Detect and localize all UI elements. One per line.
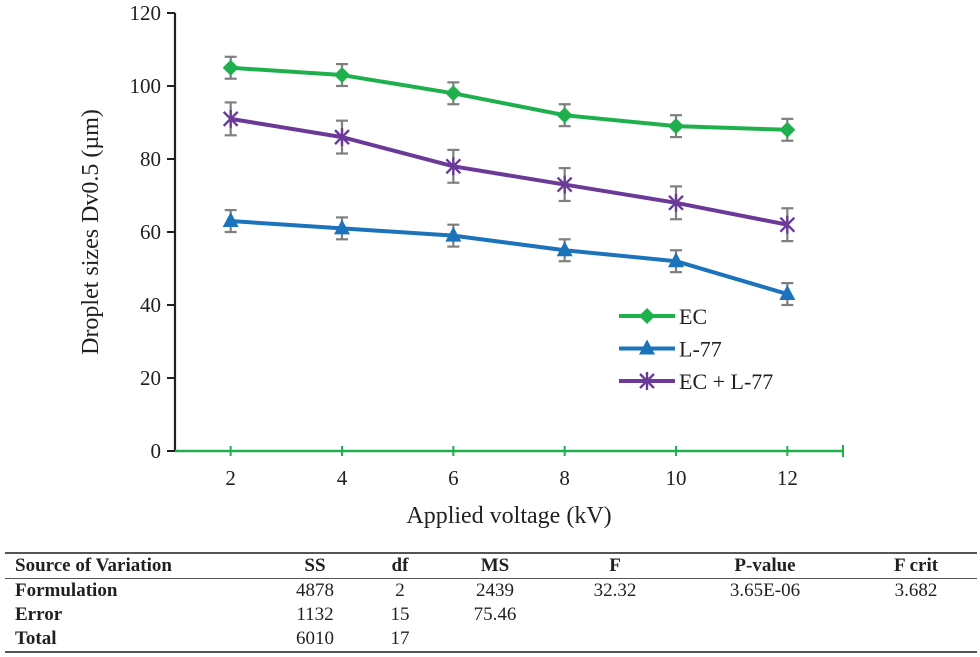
- cell-f: [555, 627, 675, 652]
- triangle-marker: [445, 226, 462, 242]
- cell-ms: 2439: [476, 580, 514, 601]
- cell-ss: 1132: [296, 604, 334, 625]
- anova-table: Source of Variation SS df MS F P-value F…: [5, 552, 977, 653]
- triangle-marker: [334, 219, 350, 235]
- header-df: df: [365, 553, 435, 579]
- x-tick-label: 2: [225, 466, 236, 490]
- diamond-marker: [334, 67, 350, 84]
- legend-label: EC + L-77: [679, 369, 773, 394]
- triangle-marker: [639, 339, 655, 355]
- series-line: [230, 65, 788, 132]
- cell-f: [555, 603, 675, 627]
- cell-df: 17: [390, 628, 410, 649]
- y-axis: 0 20 40 60 80 100 120: [130, 1, 177, 463]
- cell-df: 15: [390, 604, 410, 625]
- legend-item: L-77: [619, 337, 722, 362]
- x-tick-label: 12: [777, 466, 798, 490]
- triangle-marker: [222, 212, 239, 228]
- y-tick-label: 100: [130, 74, 162, 98]
- series-line: [230, 116, 788, 227]
- y-tick-label: 80: [140, 147, 161, 171]
- header-source: Source of Variation: [5, 553, 265, 579]
- table-row: Formulation 4878 2 2439 32.32 3.65E-06 3…: [5, 579, 977, 604]
- table-row: Error 1132 15 75.46: [5, 603, 977, 627]
- y-tick-label: 20: [140, 366, 161, 390]
- diamond-marker: [668, 118, 684, 135]
- cell-source: Formulation: [15, 580, 118, 601]
- cell-f-crit: [855, 603, 977, 627]
- x-axis: 2 4 6 8 10 12: [175, 445, 844, 490]
- cell-df: 2: [395, 580, 405, 601]
- diamond-marker: [445, 85, 462, 102]
- y-tick-label: 40: [140, 293, 161, 317]
- cell-f: 32.32: [593, 580, 637, 601]
- series-l-77: [222, 209, 796, 307]
- x-tick-label: 8: [559, 466, 570, 490]
- triangle-marker: [779, 285, 796, 301]
- header-p-value: P-value: [675, 553, 855, 579]
- legend-label: EC: [679, 304, 707, 329]
- cell-ms: [435, 627, 555, 652]
- anova-header-row: Source of Variation SS df MS F P-value F…: [5, 553, 977, 579]
- y-tick-label: 60: [140, 220, 161, 244]
- series-line: [230, 219, 788, 296]
- y-axis-title: Droplet sizes Dv0.5 (µm): [78, 109, 104, 355]
- asterisk-marker: [779, 215, 796, 234]
- cell-ss: 4878: [296, 580, 334, 601]
- asterisk-marker: [222, 109, 239, 128]
- y-tick-label: 120: [130, 1, 162, 25]
- cell-f-crit: [855, 627, 977, 652]
- series-ec: [222, 55, 796, 142]
- table-row: Total 6010 17: [5, 627, 977, 652]
- line-chart: 0 20 40 60 80 100 120 2 4 6 8 10 12 Droplet sizes D…: [78, 1, 844, 529]
- cell-source: Error: [15, 604, 63, 625]
- asterisk-marker: [639, 372, 655, 390]
- header-ss: SS: [265, 553, 365, 579]
- diamond-marker: [556, 107, 573, 124]
- asterisk-marker: [334, 128, 350, 147]
- legend: EC L-77 EC + L-77: [619, 304, 773, 394]
- legend-item: EC + L-77: [619, 369, 773, 394]
- header-ms: MS: [435, 553, 555, 579]
- cell-p-value: 3.65E-06: [729, 580, 801, 601]
- cell-f-crit: 3.682: [894, 580, 938, 601]
- header-f-crit: F crit: [855, 553, 977, 579]
- x-tick-label: 10: [666, 466, 687, 490]
- diamond-marker: [222, 59, 239, 76]
- cell-p-value: [675, 603, 855, 627]
- cell-ss: 6010: [296, 628, 334, 649]
- cell-ms: 75.46: [473, 604, 517, 625]
- diamond-marker: [779, 121, 796, 138]
- x-tick-label: 6: [448, 466, 459, 490]
- diamond-marker: [639, 308, 655, 324]
- triangle-marker: [556, 241, 573, 257]
- cell-p-value: [675, 627, 855, 652]
- series-ec-l-77: [222, 101, 796, 243]
- asterisk-marker: [668, 193, 684, 212]
- x-axis-title: Applied voltage (kV): [406, 503, 611, 529]
- y-tick-label: 0: [151, 439, 162, 463]
- legend-item: EC: [619, 304, 707, 329]
- cell-source: Total: [15, 628, 57, 649]
- triangle-marker: [668, 252, 684, 268]
- legend-label: L-77: [679, 337, 722, 362]
- asterisk-marker: [556, 175, 573, 194]
- header-f: F: [555, 553, 675, 579]
- series-layer: [222, 55, 796, 307]
- x-tick-label: 4: [337, 466, 348, 490]
- asterisk-marker: [445, 157, 462, 176]
